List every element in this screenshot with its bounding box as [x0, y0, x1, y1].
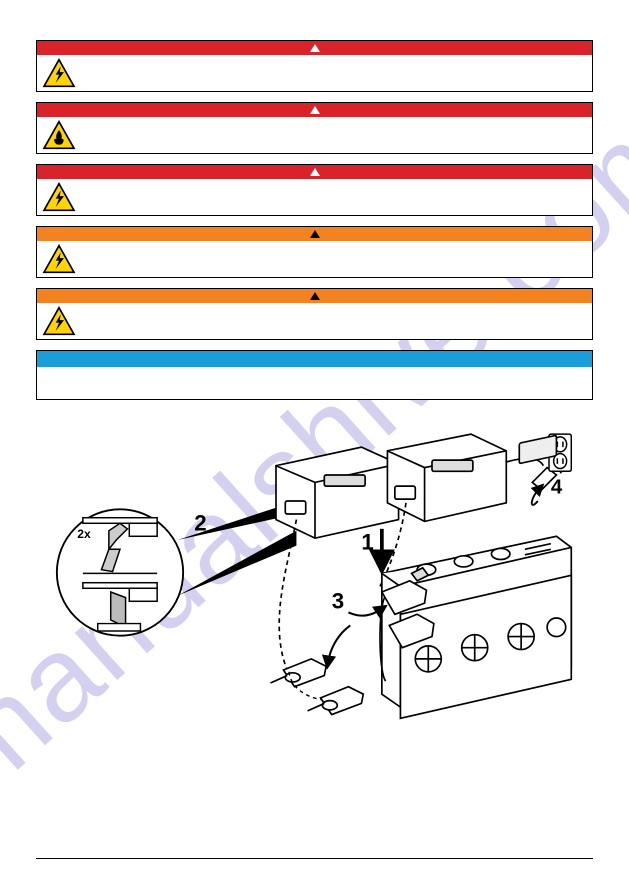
page-content: 2x 2 [0, 0, 629, 774]
shock-hazard-icon [42, 58, 76, 88]
alert-symbol-icon [310, 292, 320, 300]
footer-rule [36, 858, 593, 859]
shock-hazard-icon [42, 182, 76, 212]
alert-header-danger [37, 41, 592, 55]
shock-hazard-icon [42, 306, 76, 336]
inset-detail: 2x [56, 509, 182, 635]
alert-header-warning [37, 289, 592, 303]
alert-header-danger [37, 165, 592, 179]
callout-pointer [177, 531, 296, 596]
alert-header-notice [37, 351, 592, 367]
step-label-4: 4 [550, 477, 562, 499]
hazard-icon-cell [37, 179, 81, 215]
alert-text [81, 303, 592, 339]
step-label-1: 1 [361, 529, 373, 554]
alert-box-2 [36, 102, 593, 154]
alert-box-1 [36, 40, 593, 92]
cable-connector-1 [270, 659, 326, 687]
installation-diagram: 2x 2 [55, 410, 575, 744]
alert-box-5 [36, 288, 593, 340]
alert-box-3 [36, 164, 593, 216]
hazard-icon-cell [37, 303, 81, 339]
alert-text [37, 367, 592, 399]
alert-symbol-icon [310, 230, 320, 238]
alert-text [81, 117, 592, 153]
installation-figure: 2x 2 [36, 410, 593, 744]
shock-hazard-icon [42, 244, 76, 274]
inset-count-label: 2x [77, 527, 91, 541]
alert-text [81, 179, 592, 215]
alert-text [81, 55, 592, 91]
cable-connector-2 [307, 687, 363, 715]
alert-text [81, 241, 592, 277]
alert-symbol-icon [310, 168, 320, 176]
step-label-3: 3 [331, 589, 343, 614]
hazard-icon-cell [37, 55, 81, 91]
alert-symbol-icon [310, 44, 320, 52]
hazard-icon-cell [37, 241, 81, 277]
alert-box-6 [36, 350, 593, 400]
hazard-icon-cell [37, 117, 81, 153]
alert-header-warning [37, 227, 592, 241]
alert-box-4 [36, 226, 593, 278]
power-supply-before [276, 447, 399, 538]
alert-symbol-icon [310, 106, 320, 114]
step-label-2: 2 [194, 511, 206, 536]
alert-header-danger [37, 103, 592, 117]
fire-hazard-icon [42, 120, 76, 150]
